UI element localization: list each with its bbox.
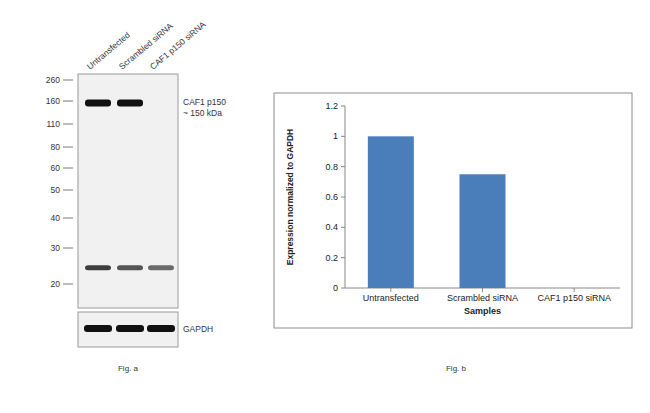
lane-label: Scrambled siRNA [117,21,175,72]
marker-label: 20 [51,279,61,289]
y-tick [341,288,345,289]
loading-band [147,325,175,332]
y-tick [341,136,345,137]
chart-frame [274,93,632,328]
chart: 0 0.2 0.4 0.6 0.8 1 1.2 Untransfected Scrambled … [274,93,632,373]
band [148,265,174,270]
marker-label: 50 [51,185,61,195]
caption: Fig. a [118,364,139,373]
blot-membrane [78,74,178,308]
x-tick [390,288,391,292]
y-tick-label: 0.8 [325,162,338,172]
figure: 260 160 110 80 60 50 40 30 20 Untransfected Scramb… [0,0,650,413]
marker-label: 40 [51,213,61,223]
x-tick [482,288,483,292]
y-axis-label: Expression normalized to GAPDH [285,129,295,266]
marker-label: 110 [46,119,60,129]
y-tick-label: 0.4 [325,222,338,232]
marker-tick [63,248,73,249]
marker-tick [63,284,73,285]
marker-label: 160 [46,96,60,106]
marker-tick [63,218,73,219]
y-tick-label: 0.2 [325,253,338,263]
loading-label: GAPDH [183,324,213,334]
y-tick-label: 0.6 [325,192,338,202]
x-tick [574,288,575,292]
bar [368,136,414,288]
y-tick [341,166,345,167]
blot-panel: 260160110806050403020UntransfectedScramb… [46,19,226,373]
marker-tick [63,80,73,81]
lane-label: CAF1 p150 siRNA [148,19,208,72]
band [85,99,111,106]
x-tick-label: CAF1 p150 siRNA [537,293,611,303]
marker-label: 80 [51,142,61,152]
y-tick [341,106,345,107]
y-tick [341,227,345,228]
x-tick-label: Untransfected [363,293,419,303]
marker-label: 60 [51,163,61,173]
target-size: ~ 150 kDa [183,108,222,118]
loading-band [84,325,112,332]
bar [460,174,506,288]
y-tick [341,197,345,198]
caption: Fig. b [446,364,467,373]
loading-band [116,325,144,332]
marker-tick [63,168,73,169]
y-tick-label: 1 [333,131,338,141]
y-tick [341,257,345,258]
bar [551,288,597,289]
marker-tick [63,147,73,148]
target-label: CAF1 p150 [183,97,226,107]
y-tick-label: 0 [333,283,338,293]
marker-tick [63,124,73,125]
marker-tick [63,101,73,102]
band [117,265,143,270]
marker-label: 260 [46,75,60,85]
marker-label: 30 [51,243,61,253]
marker-tick [63,190,73,191]
loading-membrane [78,312,178,347]
x-tick-label: Scrambled siRNA [447,293,518,303]
band [117,99,143,106]
bars [368,136,506,288]
x-axis-label: Samples [464,306,501,316]
band [148,99,174,106]
y-tick-label: 1.2 [325,101,338,111]
band [85,265,111,270]
